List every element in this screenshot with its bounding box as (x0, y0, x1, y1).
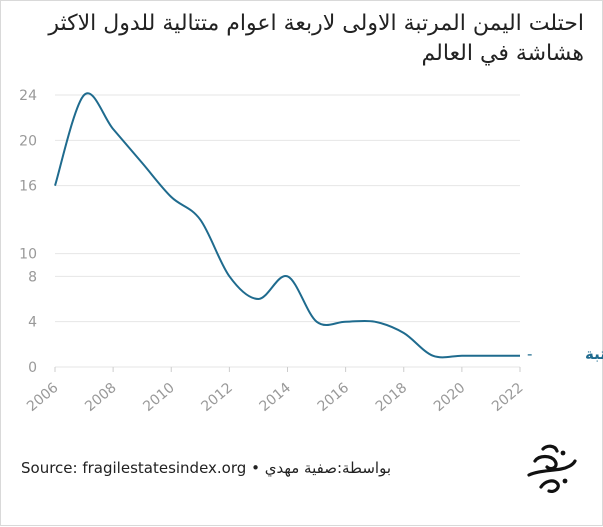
series-line-rank (54, 92, 520, 359)
x-tick-label: 2018 (373, 380, 411, 415)
x-tick-label: 2014 (256, 380, 294, 415)
y-tick-label: 10 (19, 247, 37, 263)
y-tick-label: 4 (28, 315, 37, 331)
source-text: Source: fragilestatesindex.org (21, 459, 247, 477)
series-label-dash: - (527, 345, 532, 363)
title-line-1: احتلت اليمن المرتبة الاولى لاربعة اعوام … (48, 11, 584, 36)
x-axis-ticks: 2006 2008 2010 2012 2014 2016 2018 2020 2022 (24, 367, 527, 415)
chart-title: احتلت اليمن المرتبة الاولى لاربعة اعوام … (24, 9, 584, 69)
y-tick-label: 24 (19, 88, 37, 104)
y-tick-label: 16 (19, 179, 37, 195)
x-tick-label: 2020 (431, 380, 469, 415)
author-credit: بواسطة:صفية مهدي (264, 459, 392, 477)
y-tick-label: 0 (28, 360, 37, 376)
y-axis-ticks: 0 4 8 10 16 20 24 (19, 88, 37, 376)
x-tick-label: 2016 (315, 380, 353, 415)
footer-separator: • (251, 459, 260, 477)
x-tick-label: 2008 (82, 380, 120, 415)
grid-lines (55, 94, 520, 368)
x-tick-label: 2012 (198, 380, 236, 415)
x-tick-label: 2006 (24, 380, 62, 415)
y-tick-label: 8 (28, 269, 37, 285)
title-line-2: هشاشة في العالم (421, 41, 584, 66)
publisher-logo-icon (527, 444, 577, 493)
y-tick-label: 20 (19, 133, 37, 149)
x-tick-label: 2022 (489, 380, 527, 415)
x-tick-label: 2010 (140, 380, 178, 415)
footer: Source: fragilestatesindex.org • بواسطة:… (21, 459, 391, 477)
series-label-rank: المرتبة (585, 345, 603, 363)
